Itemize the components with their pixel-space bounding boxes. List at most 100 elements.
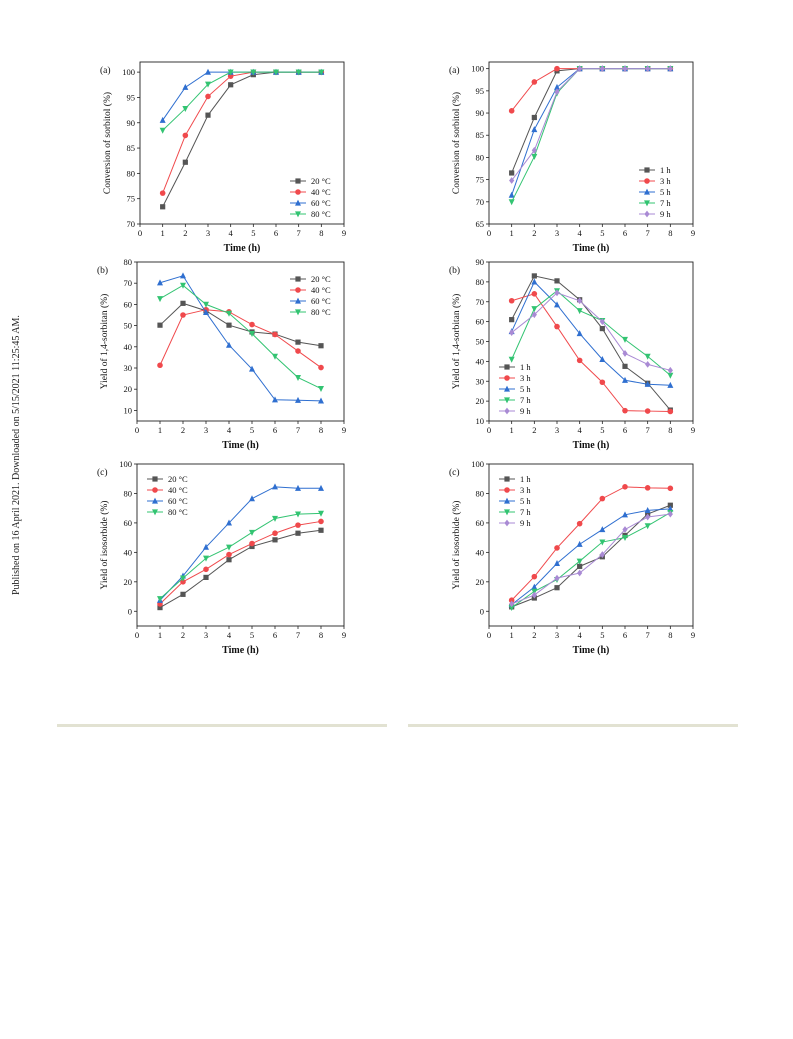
y-tick-label: 40 xyxy=(476,547,485,557)
data-point xyxy=(157,596,163,603)
series-line xyxy=(511,292,671,371)
data-point xyxy=(180,272,186,279)
legend-entry: 20 °C xyxy=(311,176,331,186)
data-point xyxy=(554,301,560,308)
panel-label: (a) xyxy=(100,65,111,76)
x-tick-label: 2 xyxy=(532,425,536,435)
series-1 xyxy=(157,300,324,349)
y-tick-label: 60 xyxy=(476,518,485,528)
y-axis-label: Yield of isosorbide (%) xyxy=(451,501,462,590)
data-point xyxy=(599,379,606,386)
series-1 xyxy=(160,69,324,210)
series-3 xyxy=(157,272,324,404)
x-axis-label: Time (h) xyxy=(222,645,259,656)
x-tick-label: 7 xyxy=(646,228,650,238)
data-point xyxy=(227,69,234,76)
legend-marker xyxy=(152,476,158,482)
data-point xyxy=(226,544,232,551)
y-tick-label: 80 xyxy=(476,488,485,498)
legend-marker xyxy=(504,519,510,527)
data-point xyxy=(272,396,278,403)
legend-entry: 3 h xyxy=(520,485,531,495)
series-line xyxy=(511,68,671,112)
panel-label: (b) xyxy=(97,265,108,276)
legend-marker xyxy=(504,397,510,404)
y-tick-label: 70 xyxy=(476,197,485,207)
legend-marker xyxy=(295,276,301,282)
series-5 xyxy=(509,510,673,608)
y-tick-label: 75 xyxy=(127,194,136,204)
data-point xyxy=(622,535,628,542)
data-point xyxy=(180,579,186,585)
data-point xyxy=(249,321,255,328)
data-point xyxy=(554,289,560,297)
x-tick-label: 6 xyxy=(273,630,277,640)
x-tick-label: 1 xyxy=(510,630,514,640)
data-point xyxy=(157,362,163,369)
legend-entry: 60 °C xyxy=(311,198,331,208)
series-line xyxy=(159,275,322,402)
data-point xyxy=(205,68,211,75)
series-line xyxy=(159,302,322,347)
y-axis-label: Yield of 1,4-sorbitan (%) xyxy=(451,294,462,390)
y-axis-label: Conversion of sorbitol (%) xyxy=(451,92,462,194)
data-point xyxy=(554,88,560,96)
y-axis-label: Yield of 1,4-sorbitan (%) xyxy=(99,294,110,390)
y-tick-label: 40 xyxy=(124,342,133,352)
data-point xyxy=(667,372,674,379)
y-tick-label: 20 xyxy=(476,396,485,406)
y-tick-label: 50 xyxy=(124,321,133,331)
data-point xyxy=(272,515,278,522)
x-tick-label: 2 xyxy=(532,228,536,238)
legend: 1 h3 h5 h7 h9 h xyxy=(639,165,671,219)
x-tick-label: 1 xyxy=(158,630,162,640)
legend-marker xyxy=(504,364,510,370)
divider-left xyxy=(57,724,387,727)
data-point xyxy=(509,600,515,608)
x-tick-label: 8 xyxy=(668,425,672,435)
data-point xyxy=(577,563,583,569)
data-point xyxy=(531,153,538,160)
chart-left-a: 0 1 2 3 4 5 6 7 8 9 70 75 80 85 90 95 100 Time (h) Convers… xyxy=(100,61,346,254)
data-point xyxy=(295,396,301,403)
legend-marker xyxy=(644,178,650,184)
y-tick-label: 20 xyxy=(124,577,133,587)
data-point xyxy=(577,65,583,73)
data-point xyxy=(226,557,232,563)
series-3 xyxy=(508,65,674,198)
legend-marker xyxy=(295,189,301,195)
data-point xyxy=(249,495,255,502)
y-tick-label: 60 xyxy=(476,317,485,327)
legend-entry: 40 °C xyxy=(168,485,188,495)
series-line xyxy=(162,71,322,131)
x-tick-label: 2 xyxy=(532,630,536,640)
x-tick-label: 3 xyxy=(204,630,208,640)
data-point xyxy=(157,296,163,303)
y-tick-label: 100 xyxy=(122,67,135,77)
series-4 xyxy=(157,510,324,603)
data-point xyxy=(554,560,560,567)
y-tick-label: 70 xyxy=(124,278,133,288)
data-point xyxy=(226,310,232,317)
y-tick-label: 95 xyxy=(476,86,485,96)
data-point xyxy=(180,300,186,306)
series-4 xyxy=(508,66,674,206)
series-line xyxy=(159,309,322,368)
legend-marker xyxy=(152,497,158,504)
x-tick-label: 3 xyxy=(204,425,208,435)
x-tick-label: 6 xyxy=(623,228,627,238)
data-point xyxy=(182,132,189,139)
data-point xyxy=(249,540,255,547)
x-tick-label: 9 xyxy=(342,228,346,238)
x-tick-label: 3 xyxy=(555,228,559,238)
series-line xyxy=(159,512,322,600)
data-point xyxy=(508,199,515,206)
data-point xyxy=(599,325,605,332)
x-tick-label: 6 xyxy=(623,425,627,435)
x-tick-label: 4 xyxy=(227,630,232,640)
data-point xyxy=(249,529,255,536)
x-axis-label: Time (h) xyxy=(224,243,261,254)
y-tick-label: 80 xyxy=(476,152,485,162)
data-point xyxy=(205,81,211,88)
legend-entry: 60 °C xyxy=(168,496,188,506)
